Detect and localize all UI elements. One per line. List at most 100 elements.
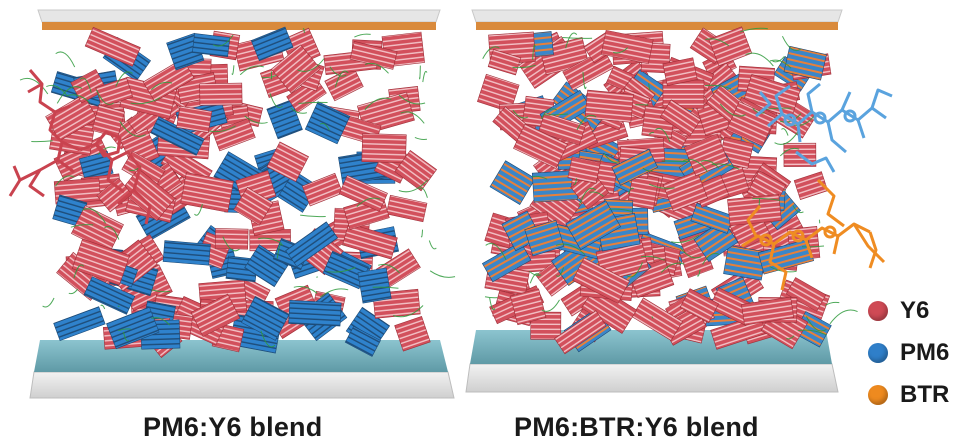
- side-chain: [400, 111, 425, 124]
- side-chain: [261, 74, 277, 79]
- side-chain: [118, 328, 131, 332]
- left-top-glass: [37, 9, 441, 23]
- left-substrate: [34, 340, 448, 372]
- side-chain: [485, 243, 507, 261]
- pm6-domain: [106, 306, 160, 350]
- side-chain: [540, 108, 558, 120]
- side-chain: [334, 70, 349, 88]
- side-chain: [239, 65, 264, 76]
- side-chain: [97, 146, 116, 156]
- side-chain: [300, 214, 326, 218]
- left-bottom-glass: [29, 371, 455, 399]
- side-chain: [772, 55, 785, 63]
- side-chain: [655, 127, 671, 143]
- side-chain: [640, 255, 665, 261]
- y6-domain: [659, 99, 702, 137]
- right-device: [465, 9, 893, 393]
- side-chain: [589, 191, 604, 197]
- side-chain: [398, 179, 429, 193]
- side-chain: [603, 152, 620, 163]
- y6-domain: [266, 141, 309, 183]
- pm6-molecule-structure: [755, 82, 893, 173]
- side-chain: [705, 84, 732, 90]
- y6-domain: [554, 310, 607, 355]
- y6-color-dot: [868, 301, 888, 321]
- side-chain: [269, 93, 283, 109]
- y6-domain: [71, 238, 131, 286]
- side-chain: [55, 175, 75, 187]
- y6-domain: [270, 44, 321, 94]
- side-chain: [19, 77, 49, 95]
- side-chain: [130, 97, 161, 105]
- side-chain: [70, 224, 94, 228]
- pm6-domain: [83, 276, 136, 315]
- side-chain: [660, 262, 685, 273]
- side-chain: [319, 288, 349, 298]
- side-chain: [96, 89, 115, 105]
- side-chain: [428, 240, 437, 250]
- side-chain: [648, 183, 675, 189]
- side-chain: [739, 27, 768, 33]
- side-chain: [378, 263, 400, 274]
- legend-item-y6: Y6: [868, 290, 949, 332]
- y6-domain: [324, 66, 364, 102]
- pm6-domain: [53, 306, 106, 342]
- side-chain: [258, 237, 282, 244]
- y6-domain: [572, 257, 630, 304]
- pm6-domain: [344, 325, 381, 357]
- y6-domain: [679, 288, 720, 324]
- side-chain: [150, 81, 173, 91]
- side-chain: [781, 35, 802, 52]
- left-polymer-chains: [19, 28, 456, 348]
- y6-domain: [487, 48, 522, 76]
- y6-domain: [120, 168, 176, 222]
- side-chain: [212, 34, 234, 47]
- y6-domain: [538, 112, 586, 146]
- pm6-domain: [489, 160, 536, 206]
- side-chain: [73, 264, 85, 279]
- y6-domain: [562, 48, 615, 91]
- y6-domain: [513, 123, 568, 169]
- side-chain: [752, 197, 781, 201]
- side-chain: [482, 46, 500, 60]
- side-chain: [119, 120, 146, 137]
- y6-domain: [95, 77, 134, 108]
- y6-domain: [214, 228, 249, 250]
- side-chain: [565, 32, 578, 49]
- pm6-domain: [250, 26, 294, 62]
- left-device: [8, 9, 456, 399]
- legend-label: Y6: [900, 297, 930, 324]
- right-blend-blocks: [477, 26, 832, 355]
- side-chain: [683, 158, 708, 172]
- side-chain: [711, 163, 740, 170]
- y6-domain: [793, 171, 829, 201]
- side-chain: [414, 136, 428, 140]
- y6-domain: [741, 296, 795, 326]
- side-chain: [79, 77, 92, 93]
- pm6-domain: [192, 33, 231, 57]
- pm6-domain: [357, 267, 392, 304]
- pm6-domain: [524, 219, 565, 257]
- side-chain: [55, 51, 76, 68]
- side-chain: [613, 47, 629, 54]
- side-chain: [298, 101, 328, 104]
- side-chain: [626, 262, 643, 278]
- side-chain: [209, 125, 236, 133]
- side-chain: [364, 97, 392, 111]
- legend-item-pm6: PM6: [868, 332, 949, 374]
- side-chain: [418, 65, 421, 80]
- side-chain: [356, 197, 381, 208]
- btr-molecule-structure: [741, 178, 886, 291]
- side-chain: [670, 234, 700, 244]
- y6-domain: [662, 57, 698, 87]
- side-chain: [319, 122, 330, 131]
- pm6-domain: [244, 244, 290, 288]
- side-chain: [151, 289, 171, 293]
- y6-domain: [190, 293, 241, 337]
- y6-domain: [785, 277, 827, 312]
- side-chain: [56, 86, 83, 104]
- side-chain: [705, 38, 730, 47]
- pm6-domain: [783, 45, 827, 81]
- y6-domain: [584, 89, 634, 123]
- y6-domain: [727, 193, 782, 226]
